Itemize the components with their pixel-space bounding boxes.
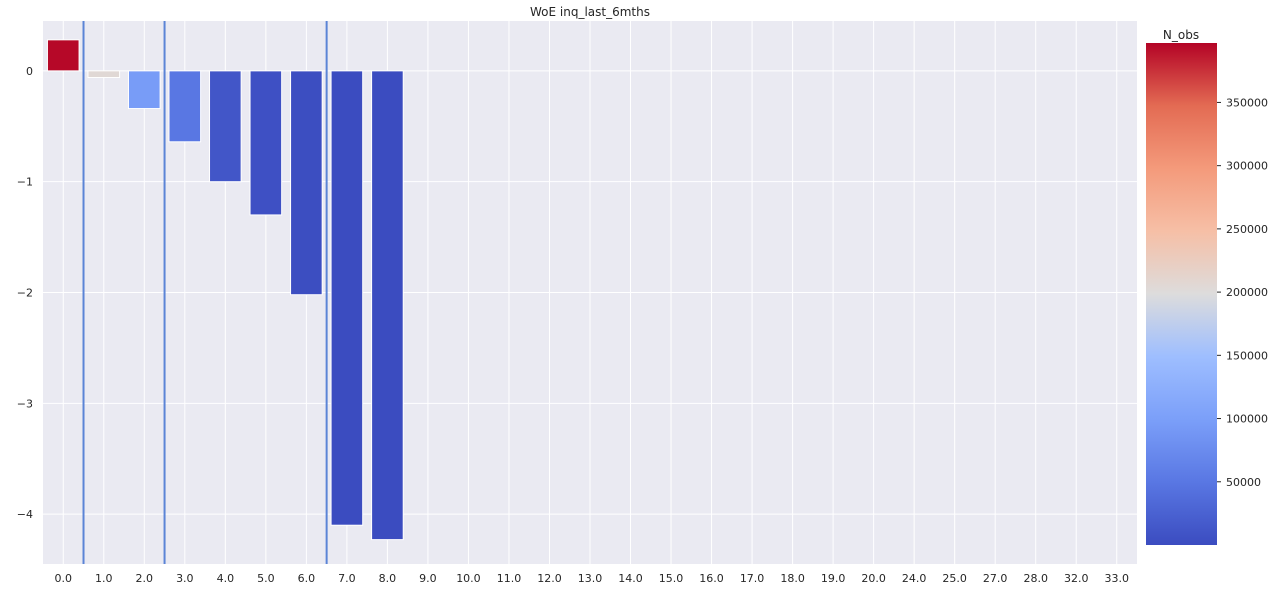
x-tick-label: 2.0	[136, 572, 154, 585]
bar	[46, 39, 80, 72]
colorbar-tick-label: 350000	[1226, 96, 1268, 109]
x-tick-label: 13.0	[578, 572, 603, 585]
colorbar-tick-label: 200000	[1226, 286, 1268, 299]
x-tick-label: 18.0	[780, 572, 805, 585]
y-tick-label: −2	[17, 287, 33, 300]
x-tick-label: 33.0	[1104, 572, 1129, 585]
colorbar-tick-label: 50000	[1226, 476, 1261, 489]
split-lines	[82, 21, 328, 564]
colorbar-tick-label: 250000	[1226, 223, 1268, 236]
x-tick-label: 12.0	[537, 572, 562, 585]
x-tick-label: 0.0	[55, 572, 73, 585]
y-tick-label: 0	[26, 65, 33, 78]
x-tick-labels: 0.0 1.0 2.0 3.0 4.0 5.0 6.0 7.0 8.0 9.0 10.0 11.0 12…	[55, 572, 1129, 585]
x-tick-label: 1.0	[95, 572, 113, 585]
bar	[87, 70, 121, 79]
colorbar-tick-label: 150000	[1226, 349, 1268, 362]
x-tick-label: 5.0	[257, 572, 275, 585]
chart-title: WoE inq_last_6mths	[530, 5, 650, 19]
bars	[46, 39, 404, 541]
bar	[209, 70, 242, 183]
x-tick-label: 4.0	[217, 572, 235, 585]
colorbar: N_obs 50000 100000 150000 200000 250000 30000…	[1146, 28, 1268, 545]
colorbar-label: N_obs	[1163, 28, 1199, 42]
x-tick-label: 11.0	[497, 572, 522, 585]
x-tick-label: 9.0	[419, 572, 437, 585]
y-tick-labels: 0 −1 −2 −3 −4	[17, 65, 33, 521]
colorbar-gradient	[1146, 43, 1217, 545]
x-tick-label: 24.0	[902, 572, 927, 585]
colorbar-tick-label: 300000	[1226, 160, 1268, 173]
bar	[330, 70, 364, 526]
y-tick-label: −1	[17, 176, 33, 189]
y-tick-label: −4	[17, 508, 33, 521]
x-tick-label: 27.0	[983, 572, 1008, 585]
x-tick-label: 28.0	[1023, 572, 1048, 585]
bar	[127, 70, 161, 110]
x-tick-label: 20.0	[861, 572, 886, 585]
bar	[371, 70, 404, 541]
bar	[249, 70, 283, 216]
x-tick-label: 3.0	[176, 572, 194, 585]
x-tick-label: 16.0	[699, 572, 724, 585]
bar	[168, 70, 202, 143]
x-tick-label: 25.0	[942, 572, 967, 585]
colorbar-ticks: 50000 100000 150000 200000 250000 300000 35000…	[1217, 96, 1268, 489]
x-tick-label: 15.0	[659, 572, 684, 585]
x-tick-label: 10.0	[456, 572, 481, 585]
y-tick-label: −3	[17, 397, 33, 410]
x-tick-label: 7.0	[338, 572, 356, 585]
bar	[290, 70, 323, 296]
x-tick-label: 19.0	[821, 572, 846, 585]
colorbar-tick-label: 100000	[1226, 413, 1268, 426]
x-tick-label: 32.0	[1064, 572, 1089, 585]
x-tick-label: 6.0	[298, 572, 316, 585]
x-tick-label: 14.0	[618, 572, 643, 585]
x-tick-label: 8.0	[379, 572, 397, 585]
x-tick-label: 17.0	[740, 572, 765, 585]
